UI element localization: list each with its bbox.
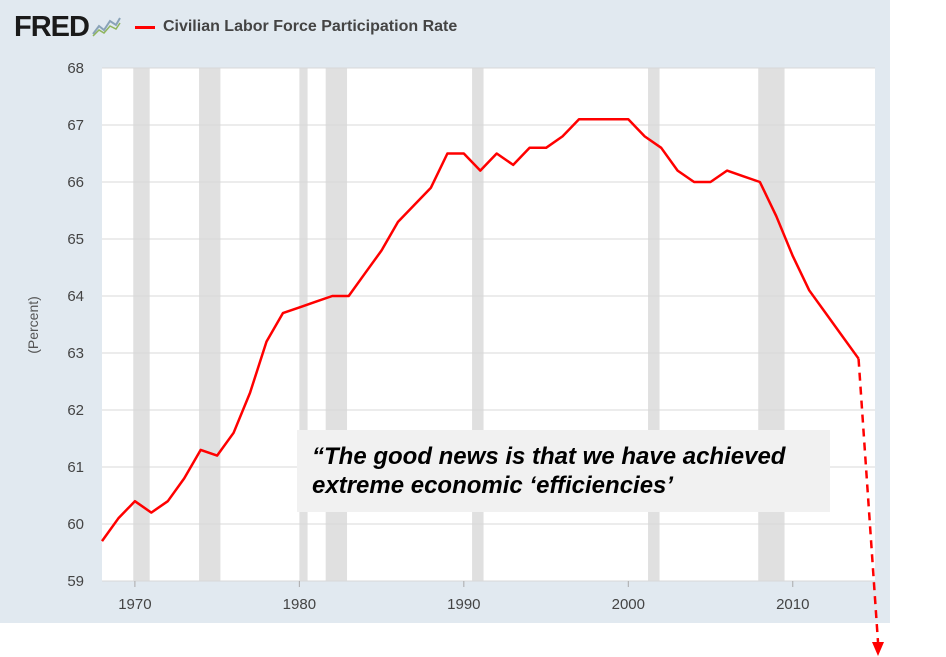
- y-tick-label: 65: [67, 231, 84, 248]
- legend-label: Civilian Labor Force Participation Rate: [162, 18, 458, 35]
- x-axis-ticks: 1970 1980 1990 2000 2010: [118, 581, 809, 613]
- x-tick-label: 2000: [612, 596, 645, 613]
- y-axis-ticks: 59 60 61 62 63 64 65 66 67 68: [67, 60, 84, 590]
- y-tick-label: 60: [67, 516, 84, 533]
- projection-dashed-line: [857, 358, 880, 643]
- y-tick-label: 68: [67, 60, 84, 77]
- y-tick-label: 62: [67, 402, 84, 419]
- projection-arrowhead: [872, 642, 884, 656]
- x-tick-label: 2010: [776, 596, 809, 613]
- fred-logo-text: FRED: [14, 10, 90, 43]
- recession-band: [648, 68, 660, 581]
- legend-swatch: [134, 25, 155, 29]
- line-chart-icon: [91, 13, 121, 42]
- quote-callout: “The good news is that we have achieved …: [297, 430, 830, 512]
- x-tick-label: 1980: [283, 596, 316, 613]
- y-tick-label: 67: [67, 117, 84, 134]
- fred-logo[interactable]: FRED: [14, 11, 121, 44]
- series-line: [100, 118, 860, 542]
- projection: [857, 358, 884, 656]
- recession-band: [472, 68, 484, 581]
- y-tick-label: 64: [67, 288, 84, 305]
- x-tick-label: 1970: [118, 596, 151, 613]
- y-tick-label: 61: [67, 459, 84, 476]
- legend[interactable]: Civilian Labor Force Participation Rate: [134, 18, 458, 36]
- chart-header: FRED Civilian Labor Force Participation …: [14, 10, 457, 44]
- x-tick-label: 1990: [447, 596, 480, 613]
- recession-band: [299, 68, 308, 581]
- y-tick-label: 63: [67, 345, 84, 362]
- recession-band: [133, 68, 150, 581]
- y-axis-label: (Percent): [25, 296, 41, 354]
- series-lines: [100, 118, 860, 542]
- recession-band: [199, 68, 221, 581]
- y-tick-label: 59: [67, 573, 84, 590]
- y-tick-label: 66: [67, 174, 84, 191]
